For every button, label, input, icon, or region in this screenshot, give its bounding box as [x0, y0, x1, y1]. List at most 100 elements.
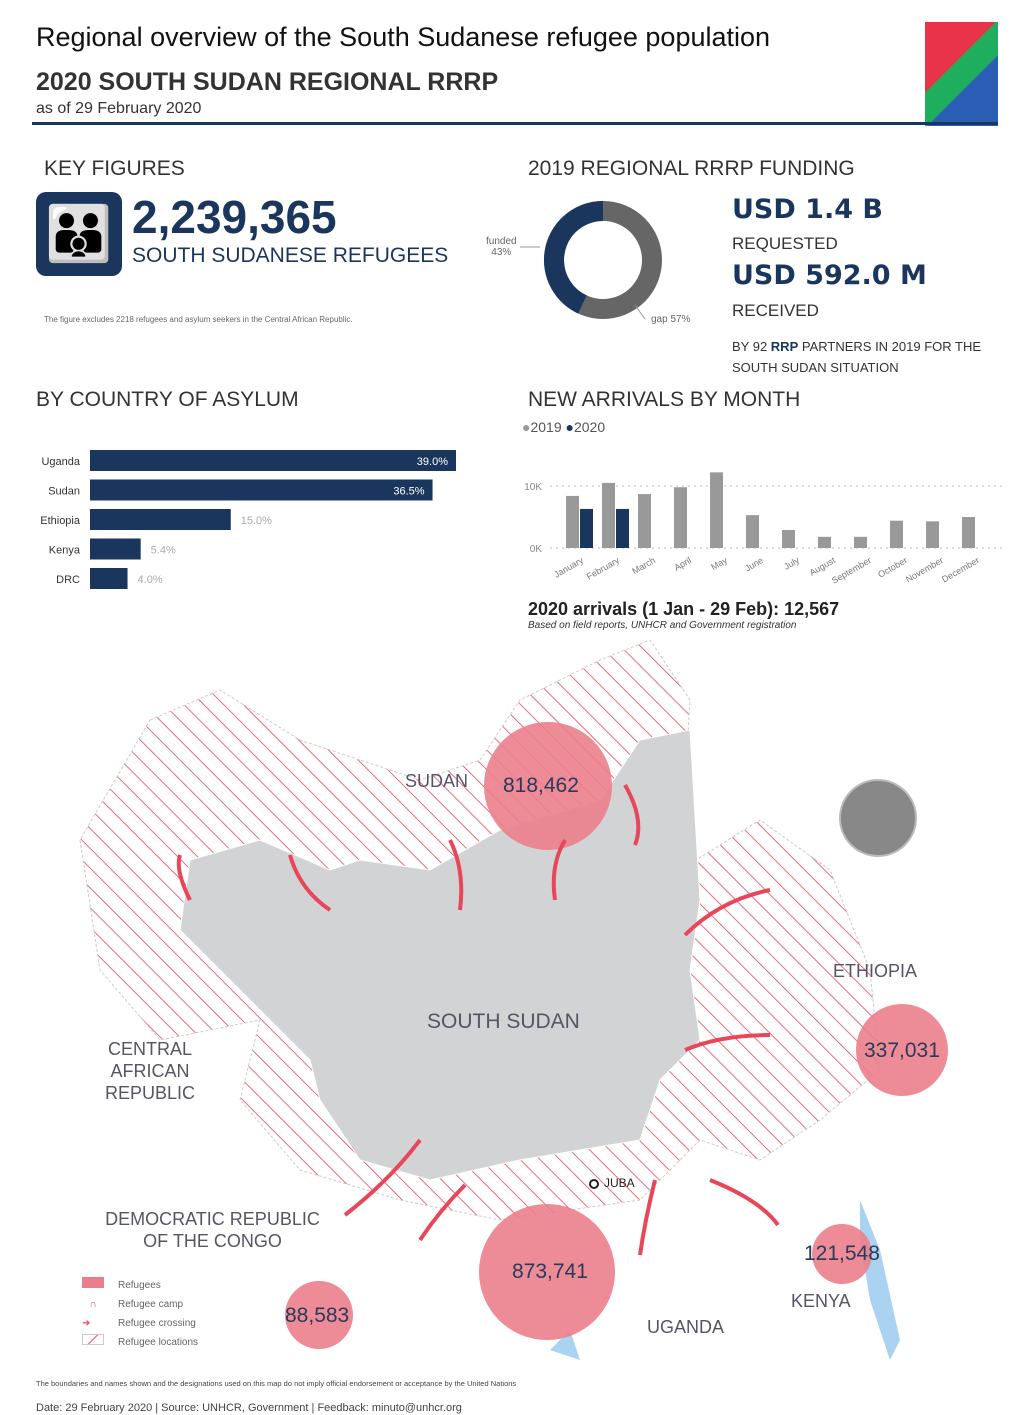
legend-dot-2019-icon: ● [522, 419, 531, 435]
bar-drc [90, 568, 128, 589]
arrivals-legend: ●2019 ●2020 [522, 419, 606, 435]
label-drc: DEMOCRATIC REPUBLIC OF THE CONGO [105, 1209, 320, 1251]
label-sudan: SUDAN [405, 771, 469, 791]
gap-label: gap 57% [651, 314, 691, 325]
x-tick-label: May [709, 555, 729, 572]
requested-amount: USD 1.4 B [732, 194, 883, 225]
bar-2020-january [580, 508, 593, 548]
crossing-arrow-icon: ➜ [82, 1318, 91, 1329]
bar-value-label: 39.0% [417, 456, 448, 468]
figure-uganda: 873,741 [512, 1260, 588, 1283]
bar-2019-july [782, 530, 795, 548]
x-tick-label: February [585, 555, 622, 582]
bar-label: Kenya [49, 545, 81, 557]
bar-2019-september [854, 536, 867, 548]
family-icon: 👪 [36, 192, 122, 276]
legend-dot-2020-icon: ● [565, 419, 574, 435]
figure-sudan: 818,462 [503, 774, 579, 797]
figure-kenya: 121,548 [804, 1242, 880, 1265]
bar-sudan [90, 479, 433, 501]
key-figures-note: The figure excludes 2218 refugees and as… [44, 315, 353, 324]
regional-map [79, 640, 948, 1360]
header-divider [32, 122, 998, 125]
bar-uganda [90, 450, 456, 471]
bubble-kenya [812, 1224, 872, 1284]
as-of-date: as of 29 February 2020 [36, 100, 202, 117]
x-tick-label: December [940, 555, 981, 584]
bar-2019-october [890, 520, 903, 548]
lake-albert-shape [550, 1330, 580, 1360]
partners-note: BY 92 RRP PARTNERS IN 2019 FOR THE SOUTH… [732, 339, 982, 375]
bar-value-label: 15.0% [241, 515, 272, 527]
figure-drc: 88,583 [285, 1304, 350, 1327]
funding-donut [520, 201, 662, 320]
requested-label: REQUESTED [732, 234, 838, 253]
bubble-uganda [479, 1204, 615, 1340]
donut-funded [544, 201, 662, 319]
received-label: RECEIVED [732, 301, 819, 320]
arrivals-heading: NEW ARRIVALS BY MONTH [528, 388, 801, 411]
refugees-swatch-icon [82, 1277, 104, 1288]
bar-2019-january [566, 495, 579, 548]
refugee-total: 2,239,365 [132, 191, 337, 243]
bar-value-label: 5.4% [151, 545, 176, 557]
bar-label: Sudan [48, 486, 80, 498]
bar-2019-may [710, 472, 723, 548]
received-amount: USD 592.0 M [732, 260, 927, 291]
camp-icon: ∩ [89, 1299, 97, 1310]
bar-label: Ethiopia [40, 515, 81, 527]
funding-heading: 2019 REGIONAL RRRP FUNDING [528, 157, 855, 180]
bar-value-label: 36.5% [393, 486, 424, 498]
bar-kenya [90, 538, 141, 560]
page-subtitle: 2020 SOUTH SUDAN REGIONAL RRRP [36, 68, 499, 96]
label-south-sudan: SOUTH SUDAN [427, 1010, 580, 1033]
bar-2019-june [746, 515, 759, 548]
map-disclaimer: The boundaries and names shown and the d… [36, 1379, 517, 1388]
lake-shape [860, 1200, 900, 1360]
x-tick-label: June [743, 555, 765, 573]
label-ethiopia: ETHIOPIA [833, 961, 918, 981]
x-tick-label: March [630, 555, 657, 576]
locations-swatch-icon [82, 1334, 104, 1345]
figure-ethiopia: 337,031 [864, 1039, 940, 1062]
refugee-total-label: SOUTH SUDANESE REFUGEES [132, 244, 449, 267]
bar-2019-april [674, 487, 687, 548]
x-tick-label: January [552, 555, 585, 580]
header-photo [925, 22, 998, 126]
x-tick-label: July [782, 555, 801, 572]
gap-leader [634, 304, 646, 320]
asylum-bar-chart: Uganda 39.0% Sudan 36.5% Ethiopia 15.0% Kenya 5… [40, 450, 456, 589]
asylum-heading: BY COUNTRY OF ASYLUM [36, 388, 299, 411]
bubble-ethiopia [856, 1004, 948, 1096]
key-figures-heading: KEY FIGURES [44, 157, 185, 180]
y-tick-label: 0K [530, 544, 543, 555]
bar-value-label: 4.0% [138, 574, 163, 586]
label-car: CENTRAL AFRICAN REPUBLIC [104, 1039, 196, 1103]
refugee-crossing-arrows [176, 784, 780, 1256]
label-juba: JUBA [604, 1176, 635, 1190]
bar-2019-february [602, 482, 615, 548]
arrivals-bar-chart: 10K 0K January February March April May June Jul… [524, 472, 1005, 586]
label-uganda: UGANDA [647, 1317, 725, 1337]
bar-2019-december [962, 517, 975, 548]
funded-label: funded 43% [486, 236, 517, 258]
x-tick-label: April [672, 555, 693, 573]
map-legend: Refugees ∩ Refugee camp ➜ Refugee crossing… [82, 1276, 198, 1352]
bubble-drc [285, 1281, 353, 1349]
bar-ethiopia [90, 509, 231, 530]
bar-2019-august [818, 536, 831, 548]
juba-marker-icon [589, 1179, 599, 1189]
globe-locator-icon [839, 779, 917, 857]
page-title: Regional overview of the South Sudanese … [36, 22, 771, 52]
y-tick-label: 10K [524, 482, 542, 493]
bar-label: DRC [56, 574, 80, 586]
label-kenya: KENYA [791, 1291, 851, 1311]
bar-2019-march [638, 494, 651, 548]
footer-credits: Date: 29 February 2020 | Source: UNHCR, … [36, 1402, 462, 1414]
bar-2020-february [616, 508, 629, 548]
bar-2019-november [926, 521, 939, 548]
x-tick-label: November [904, 555, 945, 584]
arrivals-headline: 2020 arrivals (1 Jan - 29 Feb): 12,567 [528, 599, 840, 619]
x-tick-label: September [830, 555, 873, 586]
arrivals-source: Based on field reports, UNHCR and Govern… [528, 620, 797, 631]
